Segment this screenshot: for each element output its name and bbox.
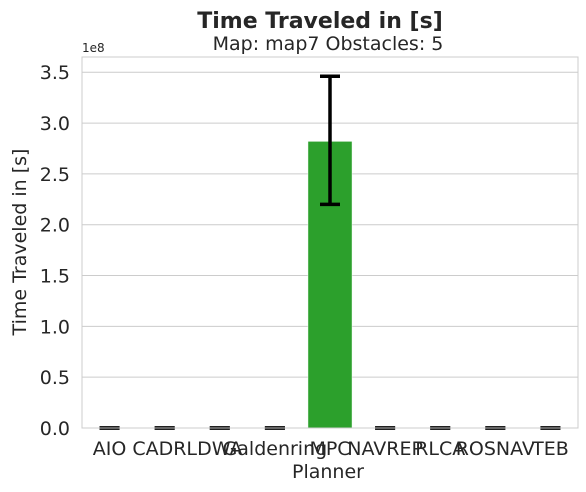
x-tick-label: ROSNAV (456, 438, 535, 460)
x-tick-label: AIO (93, 438, 127, 460)
y-offset-label: 1e8 (82, 41, 105, 55)
x-tick-label: MPC (309, 438, 350, 460)
y-tick-labels: 0.0 0.5 1.0 1.5 2.0 2.5 3.0 3.5 (40, 62, 70, 440)
x-tick-label: DWA (197, 438, 242, 460)
x-tick-label: CADRL (132, 438, 197, 460)
y-tick-label: 2.5 (40, 164, 70, 186)
y-tick-label: 0.0 (40, 418, 70, 440)
x-tick-label: Galdenring (223, 438, 328, 460)
y-tick-label: 0.5 (40, 367, 70, 389)
y-tick-label: 3.0 (40, 113, 70, 135)
chart-subtitle: Map: map7 Obstacles: 5 (213, 33, 444, 55)
y-axis-label: Time Traveled in [s] (9, 149, 31, 337)
x-tick-label: NAVREP (347, 438, 423, 460)
chart-title: Time Traveled in [s] (197, 9, 443, 34)
y-tick-label: 3.5 (40, 62, 70, 84)
x-tick-label: TEB (531, 438, 569, 460)
y-tick-label: 1.0 (40, 316, 70, 338)
x-axis-label: Planner (292, 461, 364, 483)
error-bar-mpc (320, 74, 340, 207)
plot-frame (81, 56, 579, 429)
x-tick-label: RLCA (415, 438, 465, 460)
y-tick-label: 2.0 (40, 215, 70, 237)
x-tick-labels: AIO CADRL DWAGaldenringMPCNAVREPRLCAROSNAV… (93, 438, 569, 460)
y-tick-label: 1.5 (40, 266, 70, 288)
